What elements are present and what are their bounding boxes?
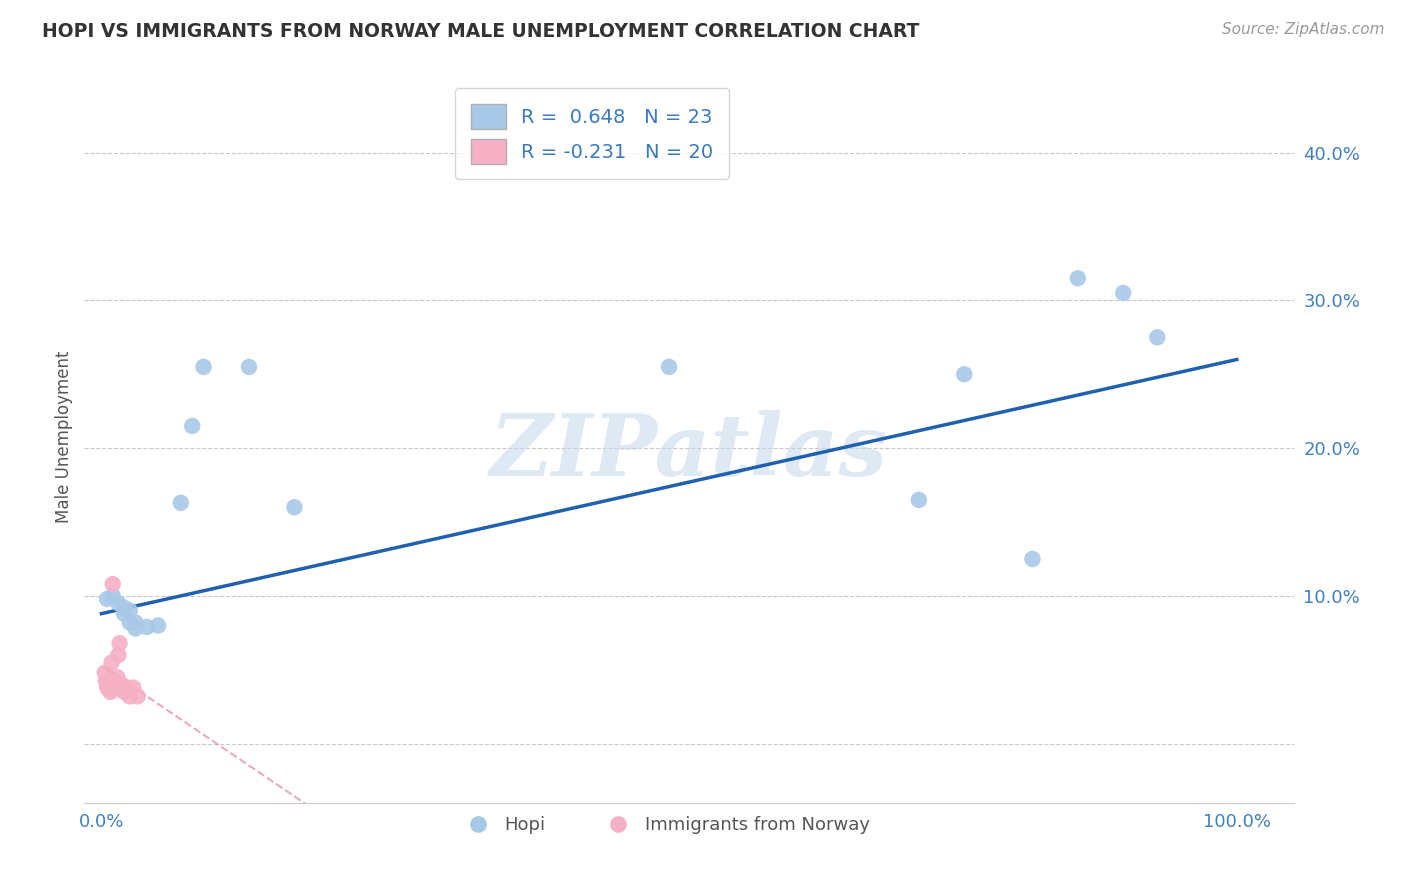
Point <box>118 615 141 630</box>
Point <box>135 620 157 634</box>
Point <box>101 589 124 603</box>
Point <box>1067 271 1090 285</box>
Point <box>1112 285 1135 300</box>
Point <box>1021 552 1043 566</box>
Text: HOPI VS IMMIGRANTS FROM NORWAY MALE UNEMPLOYMENT CORRELATION CHART: HOPI VS IMMIGRANTS FROM NORWAY MALE UNEM… <box>42 22 920 41</box>
Point <box>98 681 121 695</box>
Point <box>112 600 135 615</box>
Point <box>124 615 146 630</box>
Point <box>94 665 117 680</box>
Point <box>181 419 204 434</box>
Point <box>122 681 145 695</box>
Point <box>124 622 146 636</box>
Point <box>94 674 117 689</box>
Point <box>118 690 141 704</box>
Point <box>127 690 149 704</box>
Point <box>100 685 122 699</box>
Point <box>283 500 305 515</box>
Point <box>953 368 976 382</box>
Point <box>908 492 931 507</box>
Point <box>170 496 193 510</box>
Point <box>96 591 118 606</box>
Y-axis label: Male Unemployment: Male Unemployment <box>55 351 73 524</box>
Legend: Hopi, Immigrants from Norway: Hopi, Immigrants from Norway <box>453 809 877 841</box>
Point <box>118 604 141 618</box>
Point <box>112 607 135 621</box>
Point <box>107 596 129 610</box>
Point <box>658 359 681 374</box>
Point <box>111 677 134 691</box>
Point <box>100 656 122 670</box>
Point <box>238 359 260 374</box>
Point <box>115 681 138 695</box>
Point <box>104 674 127 689</box>
Point <box>1146 330 1168 344</box>
Point <box>96 681 118 695</box>
Point <box>97 677 120 691</box>
Text: ZIPatlas: ZIPatlas <box>489 410 889 493</box>
Point <box>108 636 131 650</box>
Point <box>112 685 135 699</box>
Point <box>193 359 215 374</box>
Point <box>105 681 128 695</box>
Point <box>146 618 169 632</box>
Point <box>107 648 129 662</box>
Point <box>105 670 128 684</box>
Text: Source: ZipAtlas.com: Source: ZipAtlas.com <box>1222 22 1385 37</box>
Point <box>101 577 124 591</box>
Point <box>111 681 134 695</box>
